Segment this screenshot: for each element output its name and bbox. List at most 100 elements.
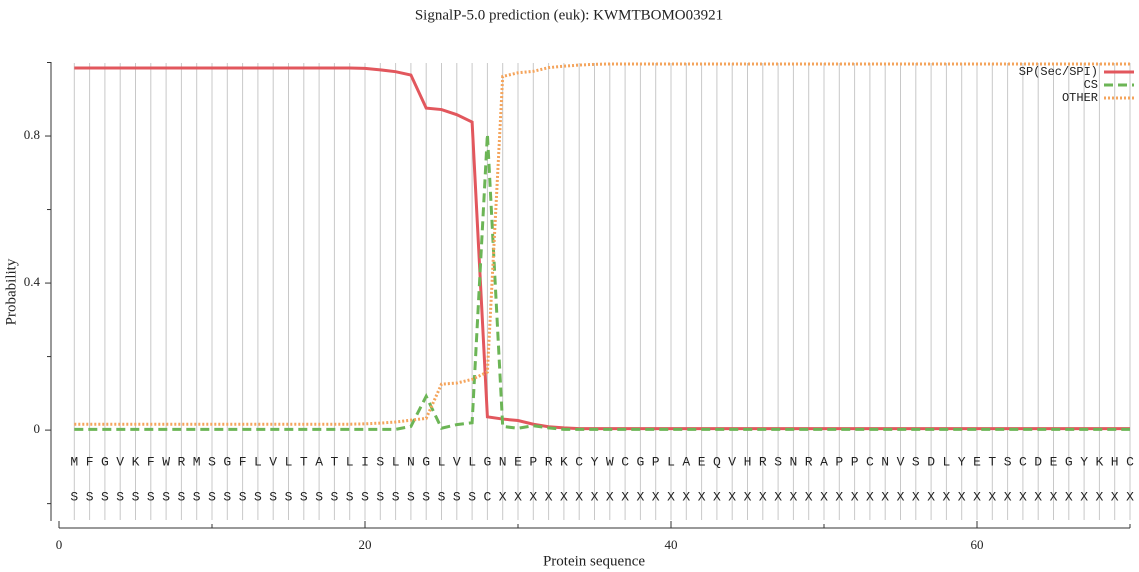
residue: R bbox=[805, 454, 813, 469]
residue: A bbox=[315, 454, 323, 469]
residue-annotation: S bbox=[239, 489, 247, 504]
residue-annotation: S bbox=[392, 489, 400, 504]
residue-annotation: X bbox=[514, 489, 522, 504]
residue-annotation: X bbox=[728, 489, 736, 504]
residue-annotation: X bbox=[606, 489, 614, 504]
residue: H bbox=[1111, 454, 1119, 469]
residue: E bbox=[698, 454, 706, 469]
legend-label: SP(Sec/SPI) bbox=[1019, 65, 1098, 79]
residue: T bbox=[300, 454, 308, 469]
residue-annotation: S bbox=[162, 489, 170, 504]
residue: M bbox=[70, 454, 78, 469]
residue: L bbox=[667, 454, 675, 469]
residue-annotation: S bbox=[269, 489, 277, 504]
residue-annotation: S bbox=[70, 489, 78, 504]
residue: R bbox=[759, 454, 767, 469]
residue: Q bbox=[713, 454, 721, 469]
residue-annotation: S bbox=[223, 489, 231, 504]
legend-label: CS bbox=[1084, 78, 1098, 92]
residue: W bbox=[162, 454, 170, 469]
residue: G bbox=[483, 454, 491, 469]
residue-annotation: X bbox=[866, 489, 874, 504]
residue-annotation: X bbox=[682, 489, 690, 504]
residue-annotation: S bbox=[208, 489, 216, 504]
residue-annotation: X bbox=[591, 489, 599, 504]
residue-annotation: X bbox=[759, 489, 767, 504]
residue-annotation: X bbox=[744, 489, 752, 504]
residue-annotation: X bbox=[575, 489, 583, 504]
residue-annotation: S bbox=[315, 489, 323, 504]
residue: L bbox=[392, 454, 400, 469]
residue: S bbox=[774, 454, 782, 469]
x-tick-label: 0 bbox=[56, 537, 63, 552]
chart-title: SignalP-5.0 prediction (euk): KWMTBOMO03… bbox=[415, 7, 723, 23]
residue-annotation: X bbox=[1095, 489, 1103, 504]
residue: G bbox=[101, 454, 109, 469]
residue: G bbox=[1065, 454, 1073, 469]
residue: V bbox=[269, 454, 277, 469]
residue-annotation: S bbox=[376, 489, 384, 504]
residue-annotation: C bbox=[483, 489, 491, 504]
residue: E bbox=[514, 454, 522, 469]
residue-annotation: X bbox=[560, 489, 568, 504]
residue: V bbox=[453, 454, 461, 469]
residue-annotation: X bbox=[1080, 489, 1088, 504]
residue: E bbox=[1050, 454, 1058, 469]
residue: E bbox=[973, 454, 981, 469]
residue: F bbox=[147, 454, 155, 469]
residue: K bbox=[132, 454, 140, 469]
residue: L bbox=[438, 454, 446, 469]
residue: P bbox=[652, 454, 660, 469]
residue-annotation: X bbox=[499, 489, 507, 504]
residue: T bbox=[330, 454, 338, 469]
residue: N bbox=[881, 454, 889, 469]
residue-annotation: X bbox=[1004, 489, 1012, 504]
residue: V bbox=[897, 454, 905, 469]
series-line bbox=[74, 66, 1130, 431]
residue: C bbox=[1019, 454, 1027, 469]
residue-annotation: S bbox=[86, 489, 94, 504]
residue-annotation: S bbox=[407, 489, 415, 504]
series-line bbox=[74, 134, 1130, 431]
residue: G bbox=[636, 454, 644, 469]
residue-annotation: X bbox=[652, 489, 660, 504]
residue-annotation: S bbox=[300, 489, 308, 504]
residue-annotation: X bbox=[897, 489, 905, 504]
residue-annotation: X bbox=[774, 489, 782, 504]
residue-annotation: S bbox=[422, 489, 430, 504]
residue-annotation: S bbox=[147, 489, 155, 504]
residue-annotation: S bbox=[346, 489, 354, 504]
legend-label: OTHER bbox=[1062, 91, 1098, 105]
residue-annotation: X bbox=[927, 489, 935, 504]
residue: V bbox=[728, 454, 736, 469]
y-tick-label: 0.4 bbox=[24, 274, 41, 289]
residue: H bbox=[744, 454, 752, 469]
residue-annotation: X bbox=[988, 489, 996, 504]
residue: R bbox=[177, 454, 185, 469]
residue: A bbox=[682, 454, 690, 469]
residue-annotation: X bbox=[912, 489, 920, 504]
x-tick-label: 60 bbox=[971, 537, 984, 552]
residue-annotation: X bbox=[636, 489, 644, 504]
residue-annotation: X bbox=[805, 489, 813, 504]
residue-annotation: X bbox=[698, 489, 706, 504]
residue: I bbox=[361, 454, 369, 469]
residue-annotation: S bbox=[453, 489, 461, 504]
residue-annotation: X bbox=[820, 489, 828, 504]
residue-annotation: X bbox=[851, 489, 859, 504]
residue-annotation: S bbox=[285, 489, 293, 504]
residue-annotation: X bbox=[958, 489, 966, 504]
residue: T bbox=[988, 454, 996, 469]
residue-annotation: S bbox=[116, 489, 124, 504]
residue: N bbox=[499, 454, 507, 469]
residue: C bbox=[621, 454, 629, 469]
residue: K bbox=[1095, 454, 1103, 469]
y-axis-title: Probability bbox=[3, 258, 19, 325]
residue: L bbox=[468, 454, 476, 469]
residue: Y bbox=[1080, 454, 1088, 469]
residue-annotation: S bbox=[193, 489, 201, 504]
residue-annotation: X bbox=[1034, 489, 1042, 504]
residue: M bbox=[193, 454, 201, 469]
residue-annotation: S bbox=[177, 489, 185, 504]
